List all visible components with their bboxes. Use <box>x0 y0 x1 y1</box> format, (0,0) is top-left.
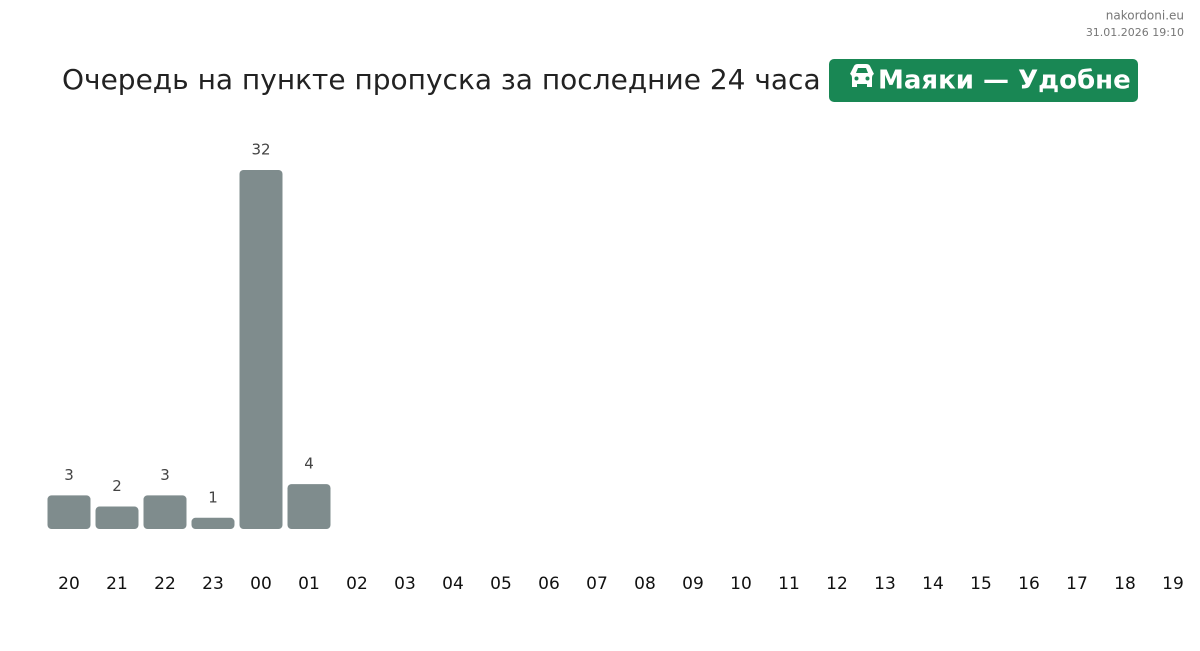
timestamp: 31.01.2026 19:10 <box>1086 26 1184 39</box>
bar <box>191 517 235 529</box>
value-label: 32 <box>251 140 270 158</box>
bar <box>47 495 91 529</box>
x-tick-label: 19 <box>1162 574 1184 594</box>
badge <box>829 59 1138 102</box>
x-tick-label: 09 <box>682 574 704 594</box>
x-tick-label: 07 <box>586 574 608 594</box>
x-tick-label: 00 <box>250 574 272 594</box>
x-tick-label: 11 <box>778 574 800 594</box>
x-tick-label: 10 <box>730 574 752 594</box>
value-label: 3 <box>64 466 74 484</box>
x-tick-label: 03 <box>394 574 416 594</box>
x-tick-label: 13 <box>874 574 896 594</box>
bar <box>143 495 187 529</box>
x-tick-label: 14 <box>922 574 944 594</box>
badge-text: Маяки — Удобне <box>878 66 1131 96</box>
x-tick-label: 04 <box>442 574 464 594</box>
x-tick-label: 15 <box>970 574 992 594</box>
x-tick-label: 12 <box>826 574 848 594</box>
chart-title: Очередь на пункте пропуска за последние … <box>62 63 821 96</box>
x-tick-label: 21 <box>106 574 128 594</box>
x-tick-label: 23 <box>202 574 224 594</box>
bar <box>239 169 283 529</box>
x-tick-label: 22 <box>154 574 176 594</box>
x-tick-label: 16 <box>1018 574 1040 594</box>
x-tick-label: 01 <box>298 574 320 594</box>
bar <box>95 506 139 529</box>
x-tick-label: 06 <box>538 574 560 594</box>
value-label: 2 <box>112 477 122 495</box>
site-name: nakordoni.eu <box>1106 9 1184 23</box>
x-tick-label: 18 <box>1114 574 1136 594</box>
value-label: 3 <box>160 466 170 484</box>
x-tick-label: 17 <box>1066 574 1088 594</box>
value-label: 1 <box>208 488 218 506</box>
x-tick-label: 08 <box>634 574 656 594</box>
value-label: 4 <box>304 455 314 473</box>
x-tick-label: 05 <box>490 574 512 594</box>
bar <box>287 484 331 529</box>
x-tick-label: 20 <box>58 574 80 594</box>
car-icon <box>850 64 874 87</box>
x-tick-label: 02 <box>346 574 368 594</box>
